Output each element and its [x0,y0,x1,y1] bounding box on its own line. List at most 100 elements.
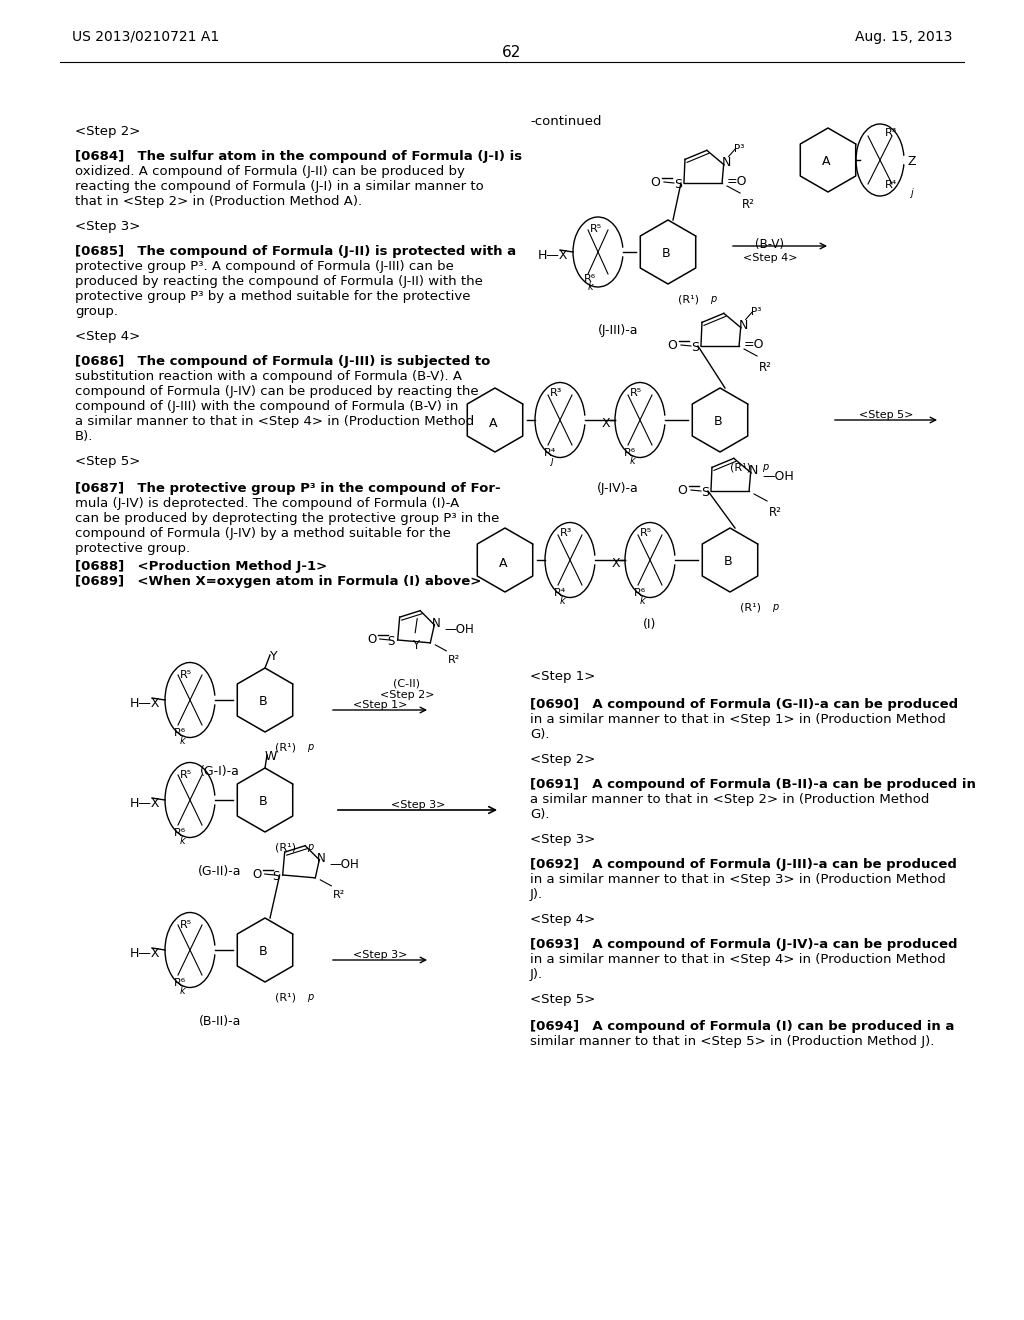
Text: B: B [724,554,732,568]
Text: (J-III)-a: (J-III)-a [598,323,638,337]
Text: j: j [910,187,912,198]
Text: Z: Z [908,154,916,168]
Text: S: S [691,341,699,354]
Text: k: k [560,597,565,606]
Text: p: p [762,462,768,473]
Text: R⁶: R⁶ [624,447,636,458]
Text: —OH: —OH [444,623,474,636]
Text: (B-II)-a: (B-II)-a [199,1015,242,1028]
Text: mula (J-IV) is deprotected. The compound of Formula (I)-A: mula (J-IV) is deprotected. The compound… [75,498,459,510]
Text: R⁵: R⁵ [640,528,652,539]
Text: group.: group. [75,305,118,318]
Text: W: W [265,750,278,763]
Text: <Step 4>: <Step 4> [75,330,140,343]
Text: p: p [772,602,778,612]
Text: reacting the compound of Formula (J-I) in a similar manner to: reacting the compound of Formula (J-I) i… [75,180,483,193]
Text: R⁵: R⁵ [630,388,642,399]
Text: X: X [612,557,621,570]
Text: compound of (J-III) with the compound of Formula (B-V) in: compound of (J-III) with the compound of… [75,400,459,413]
Text: S: S [674,178,682,191]
Text: R⁶: R⁶ [584,275,596,284]
Text: R⁶: R⁶ [174,978,186,987]
Text: p: p [307,742,313,752]
Text: Aug. 15, 2013: Aug. 15, 2013 [855,30,952,44]
Text: H—X: H—X [130,797,161,810]
Text: compound of Formula (J-IV) can be produced by reacting the: compound of Formula (J-IV) can be produc… [75,385,478,399]
Text: B: B [259,696,267,708]
Text: J).: J). [530,968,543,981]
Text: (I): (I) [643,618,656,631]
Text: US 2013/0210721 A1: US 2013/0210721 A1 [72,30,219,44]
Text: R⁴: R⁴ [885,180,897,190]
Text: R²: R² [334,890,345,900]
Text: (R¹): (R¹) [740,602,761,612]
Text: N: N [317,851,326,865]
Text: R⁴: R⁴ [544,447,556,458]
Text: [0691] A compound of Formula (B-II)-a can be produced in: [0691] A compound of Formula (B-II)-a ca… [530,777,976,791]
Text: R³: R³ [550,388,562,399]
Text: <Step 2>: <Step 2> [530,752,595,766]
Text: R³: R³ [885,128,897,139]
Text: oxidized. A compound of Formula (J-II) can be produced by: oxidized. A compound of Formula (J-II) c… [75,165,465,178]
Text: O: O [253,869,262,880]
Text: (J-IV)-a: (J-IV)-a [597,482,639,495]
Text: <Step 3>: <Step 3> [391,800,445,810]
Text: <Step 5>: <Step 5> [75,455,140,469]
Text: k: k [180,737,185,746]
Text: a similar manner to that in <Step 4> in (Production Method: a similar manner to that in <Step 4> in … [75,414,474,428]
Text: R³: R³ [560,528,572,539]
Text: O: O [677,484,687,498]
Text: <Step 3>: <Step 3> [530,833,595,846]
Text: Y: Y [270,649,278,663]
Text: k: k [640,597,645,606]
Text: (R¹): (R¹) [730,462,751,473]
Text: <Step 5>: <Step 5> [859,411,913,420]
Text: [0686] The compound of Formula (J-III) is subjected to: [0686] The compound of Formula (J-III) i… [75,355,490,368]
Text: G).: G). [530,808,550,821]
Text: O: O [368,634,377,645]
Text: substitution reaction with a compound of Formula (B-V). A: substitution reaction with a compound of… [75,370,462,383]
Text: can be produced by deprotecting the protective group P³ in the: can be produced by deprotecting the prot… [75,512,500,525]
Text: (G-I)-a: (G-I)-a [200,766,240,777]
Text: N: N [738,319,749,333]
Text: (B-V): (B-V) [756,238,784,251]
Text: <Step 1>: <Step 1> [353,700,408,710]
Text: N: N [432,616,441,630]
Text: G).: G). [530,729,550,741]
Text: protective group P³. A compound of Formula (J-III) can be: protective group P³. A compound of Formu… [75,260,454,273]
Text: p: p [307,842,313,851]
Text: k: k [180,986,185,997]
Text: =O: =O [727,176,748,187]
Text: S: S [701,486,709,499]
Text: O: O [650,176,659,189]
Text: R⁶: R⁶ [174,828,186,838]
Text: A: A [489,417,498,430]
Text: R⁵: R⁵ [180,920,193,931]
Text: B).: B). [75,430,93,444]
Text: H—X: H—X [538,249,568,261]
Text: (R¹): (R¹) [275,742,296,752]
Text: B: B [662,247,671,260]
Text: R²: R² [449,655,461,665]
Text: P³: P³ [751,308,761,318]
Text: R⁶: R⁶ [174,729,186,738]
Text: k: k [180,836,185,846]
Text: [0688] <Production Method J-1>: [0688] <Production Method J-1> [75,560,328,573]
Text: k: k [588,282,594,292]
Text: [0693] A compound of Formula (J-IV)-a can be produced: [0693] A compound of Formula (J-IV)-a ca… [530,939,957,950]
Text: <Step 5>: <Step 5> [530,993,595,1006]
Text: compound of Formula (J-IV) by a method suitable for the: compound of Formula (J-IV) by a method s… [75,527,451,540]
Text: [0687] The protective group P³ in the compound of For-: [0687] The protective group P³ in the co… [75,482,501,495]
Text: <Step 4>: <Step 4> [530,913,595,927]
Text: H—X: H—X [130,697,161,710]
Text: R⁴: R⁴ [554,587,566,598]
Text: k: k [630,455,636,466]
Text: P³: P³ [733,144,744,154]
Text: <Step 3>: <Step 3> [353,950,408,960]
Text: —OH: —OH [763,470,795,483]
Text: protective group.: protective group. [75,543,190,554]
Text: R⁵: R⁵ [180,671,193,680]
Text: R⁶: R⁶ [634,587,646,598]
Text: B: B [714,414,723,428]
Text: A: A [499,557,508,570]
